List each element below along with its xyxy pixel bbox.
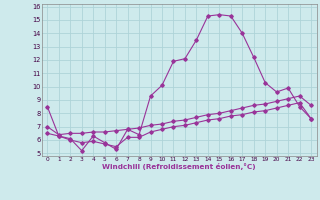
X-axis label: Windchill (Refroidissement éolien,°C): Windchill (Refroidissement éolien,°C): [102, 163, 256, 170]
